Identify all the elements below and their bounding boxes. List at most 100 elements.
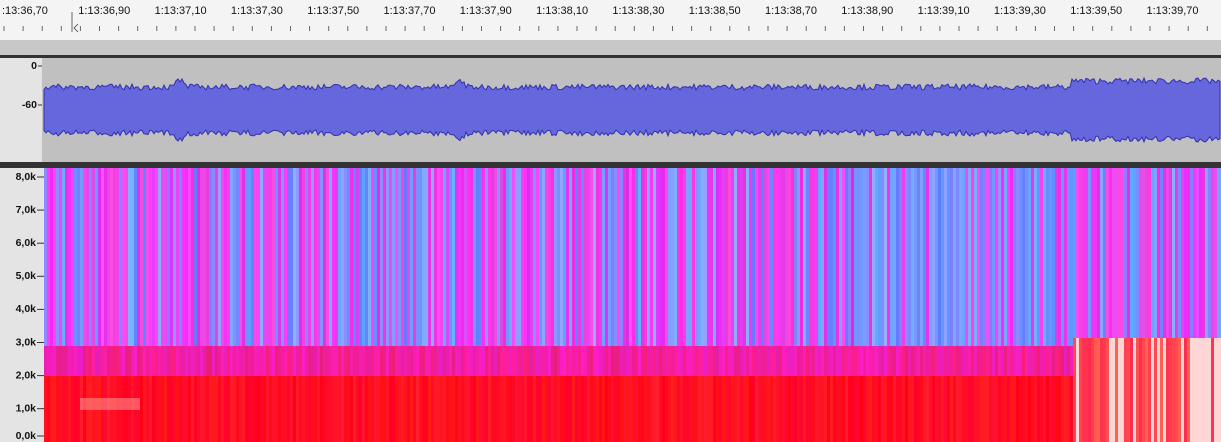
spectrogram-column (155, 168, 158, 346)
spectrogram-column (791, 346, 794, 376)
spectrogram-column (104, 346, 107, 376)
spectrogram-column (911, 376, 914, 442)
spectrogram-column (506, 168, 509, 346)
spectrogram-column (500, 168, 503, 346)
spectrogram-column (425, 376, 428, 442)
spectrogram-column (842, 168, 845, 346)
spectrogram-column (749, 168, 752, 346)
spectrogram-column (995, 346, 998, 376)
waveform[interactable] (44, 78, 1220, 142)
spectrogram-column (1178, 168, 1181, 338)
spectrogram-column (302, 346, 305, 376)
spectrogram-column (110, 168, 113, 346)
spectrogram-column (758, 346, 761, 376)
waveform-shape (44, 78, 1220, 142)
spectrogram-column (998, 168, 1001, 346)
spectrogram-column (1196, 168, 1199, 338)
spectrogram-column (779, 376, 782, 442)
spectrogram-column (866, 346, 869, 376)
spectrogram-column (791, 376, 794, 442)
spectrogram-column (389, 376, 392, 442)
spectrogram-column (1103, 168, 1106, 338)
spectrogram-column (1052, 346, 1055, 376)
spectrogram-column (872, 168, 875, 346)
spectrogram-column (305, 376, 308, 442)
spectrogram-column (950, 376, 953, 442)
spectrogram-column (446, 346, 449, 376)
spectrogram-column (416, 376, 419, 442)
spectrogram-column (83, 346, 86, 376)
spectrogram-column (665, 346, 668, 376)
spectrogram-column (158, 346, 161, 376)
spectrogram-column (245, 346, 248, 376)
spectrogram-column (98, 346, 101, 376)
spectrogram-column (578, 346, 581, 376)
spectrogram-column (284, 376, 287, 442)
spectrogram-column (521, 346, 524, 376)
spectrogram-column (413, 376, 416, 442)
spectrogram-column (485, 346, 488, 376)
spectrogram-column (968, 168, 971, 346)
spectrogram-column (443, 168, 446, 346)
spectrogram-column (128, 168, 131, 346)
spectrogram-column (908, 168, 911, 346)
spectrogram-column (344, 346, 347, 376)
spectrogram[interactable] (44, 168, 1221, 442)
spectrogram-column (161, 346, 164, 376)
spectrogram-column (680, 376, 683, 442)
spectrogram-column (1019, 168, 1022, 346)
spectrogram-column (158, 376, 161, 442)
spectrogram-column (692, 346, 695, 376)
spectrogram-column (521, 168, 524, 346)
spectrogram-column (152, 376, 155, 442)
spectrogram-column (353, 376, 356, 442)
spectrogram-column (803, 376, 806, 442)
spectrogram-column (488, 376, 491, 442)
spectrogram-column (260, 346, 263, 376)
spectrogram-column (377, 346, 380, 376)
spectrogram-column (572, 346, 575, 376)
spectrogram-column (1016, 168, 1019, 346)
spectrogram-column (380, 346, 383, 376)
spectrogram-column (515, 346, 518, 376)
spectrogram-column (53, 168, 56, 346)
spectrogram-column (536, 346, 539, 376)
spectrogram-column (497, 168, 500, 346)
spectrogram-column (65, 168, 68, 346)
spectrogram-column (932, 346, 935, 376)
spectrogram-column (581, 346, 584, 376)
spectrogram-column (467, 346, 470, 376)
spectrogram-column (1019, 376, 1022, 442)
spectrogram-column (1121, 168, 1124, 338)
timeline-label: 1:13:39,50 (1070, 5, 1122, 17)
spectrogram-column (602, 346, 605, 376)
spectrogram-column (743, 376, 746, 442)
spectrogram-column (413, 168, 416, 346)
spectrogram-column (920, 168, 923, 346)
spectrogram-column (836, 376, 839, 442)
spectrogram-column (215, 168, 218, 346)
spectrogram-column (269, 168, 272, 346)
timeline-label: 1:13:38,10 (536, 5, 588, 17)
spectrogram-column (662, 376, 665, 442)
spectrogram-column (335, 376, 338, 442)
spectrogram-column (1040, 168, 1043, 346)
spectrogram-column (527, 168, 530, 346)
spectrogram-column (542, 168, 545, 346)
spectrogram-column (506, 376, 509, 442)
spectrogram-column (1115, 168, 1118, 338)
spectrogram-column (569, 168, 572, 346)
spectrogram-column (965, 168, 968, 346)
spectrogram-column (962, 346, 965, 376)
spectrogram-column (1133, 338, 1136, 442)
spectrogram-column (1013, 346, 1016, 376)
spectrogram-column (356, 376, 359, 442)
spectrogram-column (911, 168, 914, 346)
spectrogram-column (422, 376, 425, 442)
spectrogram-column (512, 376, 515, 442)
spectrogram-band (80, 398, 140, 410)
spectrogram-column (362, 168, 365, 346)
spectrogram-column (722, 346, 725, 376)
spectrogram-column (176, 346, 179, 376)
spectrogram-column (596, 346, 599, 376)
